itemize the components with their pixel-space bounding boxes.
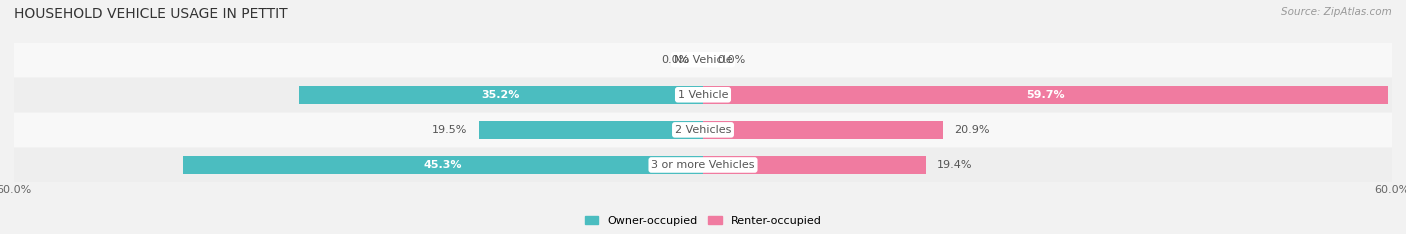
Text: Source: ZipAtlas.com: Source: ZipAtlas.com	[1281, 7, 1392, 17]
Bar	[703, 121, 943, 139]
Bar	[183, 156, 703, 174]
Bar	[479, 121, 703, 139]
Text: 45.3%: 45.3%	[423, 160, 463, 170]
Text: 1 Vehicle: 1 Vehicle	[678, 90, 728, 100]
Bar	[14, 78, 1392, 112]
Text: 35.2%: 35.2%	[482, 90, 520, 100]
Text: 3 or more Vehicles: 3 or more Vehicles	[651, 160, 755, 170]
Text: 19.5%: 19.5%	[432, 125, 468, 135]
Text: 59.7%: 59.7%	[1026, 90, 1066, 100]
Text: 19.4%: 19.4%	[938, 160, 973, 170]
Text: HOUSEHOLD VEHICLE USAGE IN PETTIT: HOUSEHOLD VEHICLE USAGE IN PETTIT	[14, 7, 288, 21]
Text: 0.0%: 0.0%	[661, 55, 689, 65]
Bar	[299, 86, 703, 104]
Text: No Vehicle: No Vehicle	[673, 55, 733, 65]
Bar	[14, 148, 1392, 182]
Bar	[14, 113, 1392, 147]
Text: 20.9%: 20.9%	[955, 125, 990, 135]
Text: 2 Vehicles: 2 Vehicles	[675, 125, 731, 135]
Bar	[703, 156, 925, 174]
Bar	[703, 86, 1389, 104]
Bar	[14, 43, 1392, 77]
Legend: Owner-occupied, Renter-occupied: Owner-occupied, Renter-occupied	[581, 211, 825, 230]
Text: 0.0%: 0.0%	[717, 55, 745, 65]
